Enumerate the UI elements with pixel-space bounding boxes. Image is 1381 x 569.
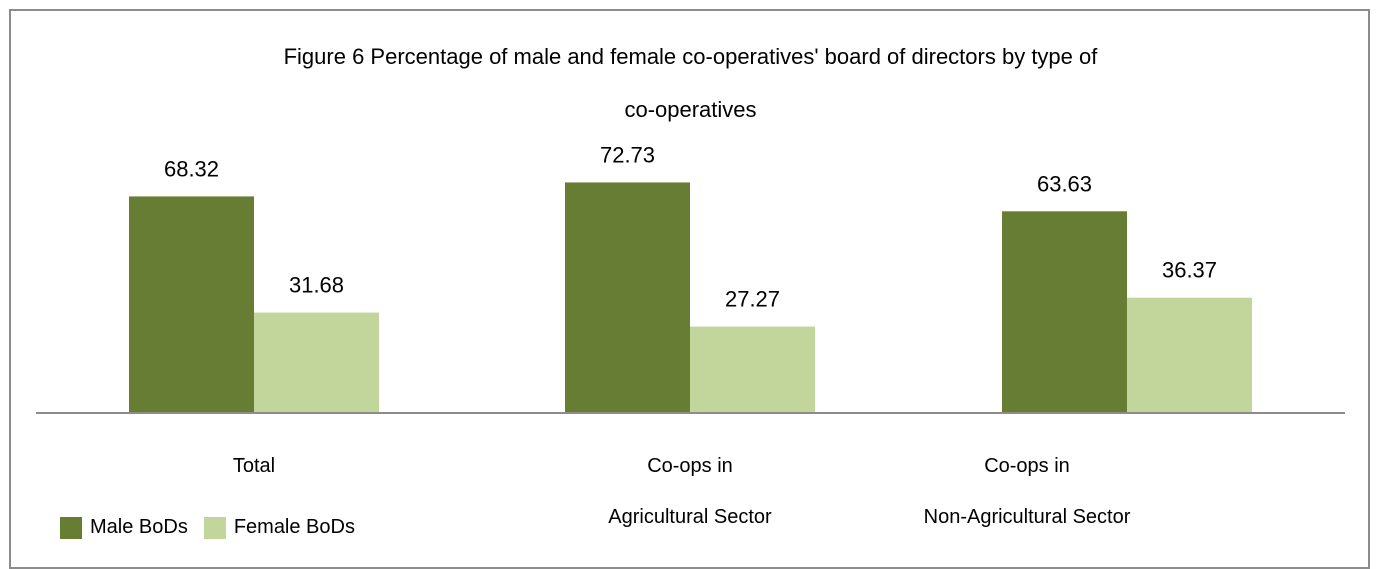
legend-swatch-male <box>60 516 82 539</box>
category-label-2-1: Non-Agricultural Sector <box>923 506 1131 528</box>
legend-swatch-female <box>203 516 226 539</box>
legend-label-male: Male BoDs <box>90 516 188 538</box>
data-label-male-2: 63.63 <box>1037 171 1092 196</box>
legend-item-female: Female BoDs <box>203 516 355 539</box>
category-label-1-1: Agricultural Sector <box>608 506 772 528</box>
legend-label-female: Female BoDs <box>233 516 355 538</box>
bar-male-0 <box>129 196 254 413</box>
legend-item-male: Male BoDs <box>60 516 188 539</box>
category-label-2-0: Co-ops in <box>984 455 1070 477</box>
bar-male-1 <box>565 182 690 413</box>
category-label-0-0: Total <box>232 455 276 477</box>
bar-female-2 <box>1127 297 1252 413</box>
bar-male-2 <box>1002 211 1127 413</box>
data-label-male-1: 72.73 <box>600 142 655 167</box>
category-label-1-0: Co-ops in <box>647 455 733 477</box>
chart-title-line-2: co-operatives <box>624 97 757 122</box>
data-label-female-1: 27.27 <box>725 287 780 312</box>
bar-female-0 <box>254 312 379 413</box>
data-label-male-0: 68.32 <box>164 156 219 181</box>
data-label-female-2: 36.37 <box>1162 258 1217 283</box>
legend: Male BoDs Female BoDs <box>60 516 371 539</box>
bar-female-1 <box>690 326 815 413</box>
data-label-female-0: 31.68 <box>289 273 344 298</box>
chart-title-line-1: Figure 6 Percentage of male and female c… <box>283 44 1098 69</box>
